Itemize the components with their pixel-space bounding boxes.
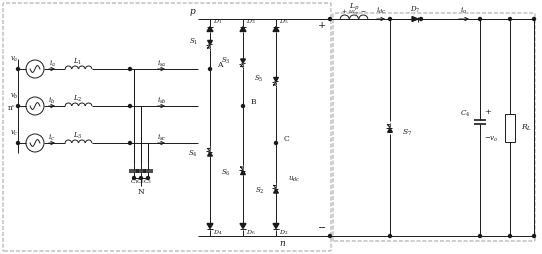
Text: $S_1$: $S_1$ bbox=[189, 37, 198, 47]
Polygon shape bbox=[241, 170, 246, 174]
Text: +: + bbox=[318, 21, 326, 29]
Text: $ +\ u_{L_p}\ -$: $ +\ u_{L_p}\ -$ bbox=[341, 7, 367, 19]
Text: A: A bbox=[217, 61, 223, 69]
Text: N: N bbox=[138, 188, 144, 196]
Text: $S_5$: $S_5$ bbox=[254, 74, 264, 84]
Circle shape bbox=[479, 18, 481, 21]
Circle shape bbox=[16, 68, 20, 71]
Text: $S_3$: $S_3$ bbox=[222, 56, 231, 66]
Bar bbox=[505, 114, 515, 141]
Text: $D_4$: $D_4$ bbox=[213, 229, 223, 237]
Text: +: + bbox=[484, 107, 491, 116]
Circle shape bbox=[128, 141, 132, 145]
Text: $S_2$: $S_2$ bbox=[255, 186, 264, 196]
Text: $L_p$: $L_p$ bbox=[349, 2, 359, 12]
Circle shape bbox=[274, 141, 278, 145]
Polygon shape bbox=[240, 26, 246, 31]
Polygon shape bbox=[241, 167, 243, 170]
Text: $i_c$: $i_c$ bbox=[48, 133, 55, 143]
Text: n: n bbox=[279, 239, 285, 247]
Text: $L_3$: $L_3$ bbox=[73, 131, 83, 141]
Text: $S_6$: $S_6$ bbox=[221, 168, 231, 178]
Text: $u_{dc}$: $u_{dc}$ bbox=[288, 175, 300, 184]
Circle shape bbox=[146, 177, 150, 180]
Polygon shape bbox=[207, 26, 213, 31]
Text: $D_1$: $D_1$ bbox=[213, 18, 222, 26]
Polygon shape bbox=[274, 82, 276, 85]
Circle shape bbox=[242, 104, 244, 107]
Text: $i_{sc}$: $i_{sc}$ bbox=[157, 133, 166, 143]
Polygon shape bbox=[412, 17, 418, 22]
Circle shape bbox=[479, 234, 481, 237]
Text: $i_{dc}$: $i_{dc}$ bbox=[376, 6, 386, 16]
Text: $C_3$: $C_3$ bbox=[143, 178, 153, 186]
Text: $R_L$: $R_L$ bbox=[521, 122, 532, 133]
Polygon shape bbox=[273, 224, 279, 229]
Text: $v_c$: $v_c$ bbox=[10, 129, 18, 138]
Circle shape bbox=[16, 104, 20, 107]
Text: $D_2$: $D_2$ bbox=[279, 229, 288, 237]
Text: $D_7$: $D_7$ bbox=[410, 5, 420, 15]
Text: $i_a$: $i_a$ bbox=[49, 59, 55, 69]
Circle shape bbox=[389, 234, 391, 237]
Text: $v_a$: $v_a$ bbox=[10, 54, 18, 64]
Circle shape bbox=[328, 18, 332, 21]
Polygon shape bbox=[241, 63, 243, 67]
Text: $i_{sa}$: $i_{sa}$ bbox=[157, 59, 166, 69]
Text: $C_4$: $C_4$ bbox=[460, 108, 470, 119]
Polygon shape bbox=[208, 40, 212, 44]
Text: C: C bbox=[283, 135, 289, 143]
Text: $v_b$: $v_b$ bbox=[10, 91, 18, 101]
Circle shape bbox=[389, 18, 391, 21]
Text: $i_{sb}$: $i_{sb}$ bbox=[157, 96, 166, 106]
Circle shape bbox=[532, 234, 535, 237]
Circle shape bbox=[132, 177, 136, 180]
Text: $L_1$: $L_1$ bbox=[73, 57, 82, 67]
Text: $-v_o$: $-v_o$ bbox=[484, 135, 499, 144]
Circle shape bbox=[508, 18, 512, 21]
Circle shape bbox=[532, 18, 535, 21]
Circle shape bbox=[508, 234, 512, 237]
Polygon shape bbox=[274, 185, 276, 189]
Text: B: B bbox=[250, 98, 256, 106]
Text: $C_2$: $C_2$ bbox=[137, 178, 146, 186]
Circle shape bbox=[420, 18, 423, 21]
Circle shape bbox=[139, 177, 143, 180]
Text: −: − bbox=[318, 225, 326, 233]
Polygon shape bbox=[274, 189, 279, 193]
Polygon shape bbox=[207, 224, 213, 229]
Text: $S_7$: $S_7$ bbox=[402, 128, 412, 138]
Text: $C_1$: $C_1$ bbox=[130, 178, 138, 186]
Polygon shape bbox=[388, 128, 392, 132]
Polygon shape bbox=[240, 224, 246, 229]
Polygon shape bbox=[208, 152, 212, 156]
Polygon shape bbox=[273, 26, 279, 31]
Text: $i_o$: $i_o$ bbox=[461, 6, 468, 16]
Polygon shape bbox=[241, 59, 246, 63]
Circle shape bbox=[209, 68, 211, 71]
Text: p: p bbox=[189, 8, 195, 17]
Circle shape bbox=[128, 104, 132, 107]
Text: $D_5$: $D_5$ bbox=[279, 18, 288, 26]
Circle shape bbox=[128, 68, 132, 71]
Polygon shape bbox=[208, 45, 210, 48]
Text: $i_b$: $i_b$ bbox=[48, 96, 56, 106]
Text: $S_4$: $S_4$ bbox=[188, 149, 198, 159]
Polygon shape bbox=[208, 148, 210, 152]
Circle shape bbox=[328, 234, 332, 237]
Circle shape bbox=[16, 141, 20, 145]
Text: $D_6$: $D_6$ bbox=[246, 229, 256, 237]
Polygon shape bbox=[274, 77, 279, 82]
Text: $L_2$: $L_2$ bbox=[73, 94, 83, 104]
Text: $D_3$: $D_3$ bbox=[246, 18, 256, 26]
Text: n': n' bbox=[8, 104, 15, 112]
Polygon shape bbox=[388, 125, 390, 128]
